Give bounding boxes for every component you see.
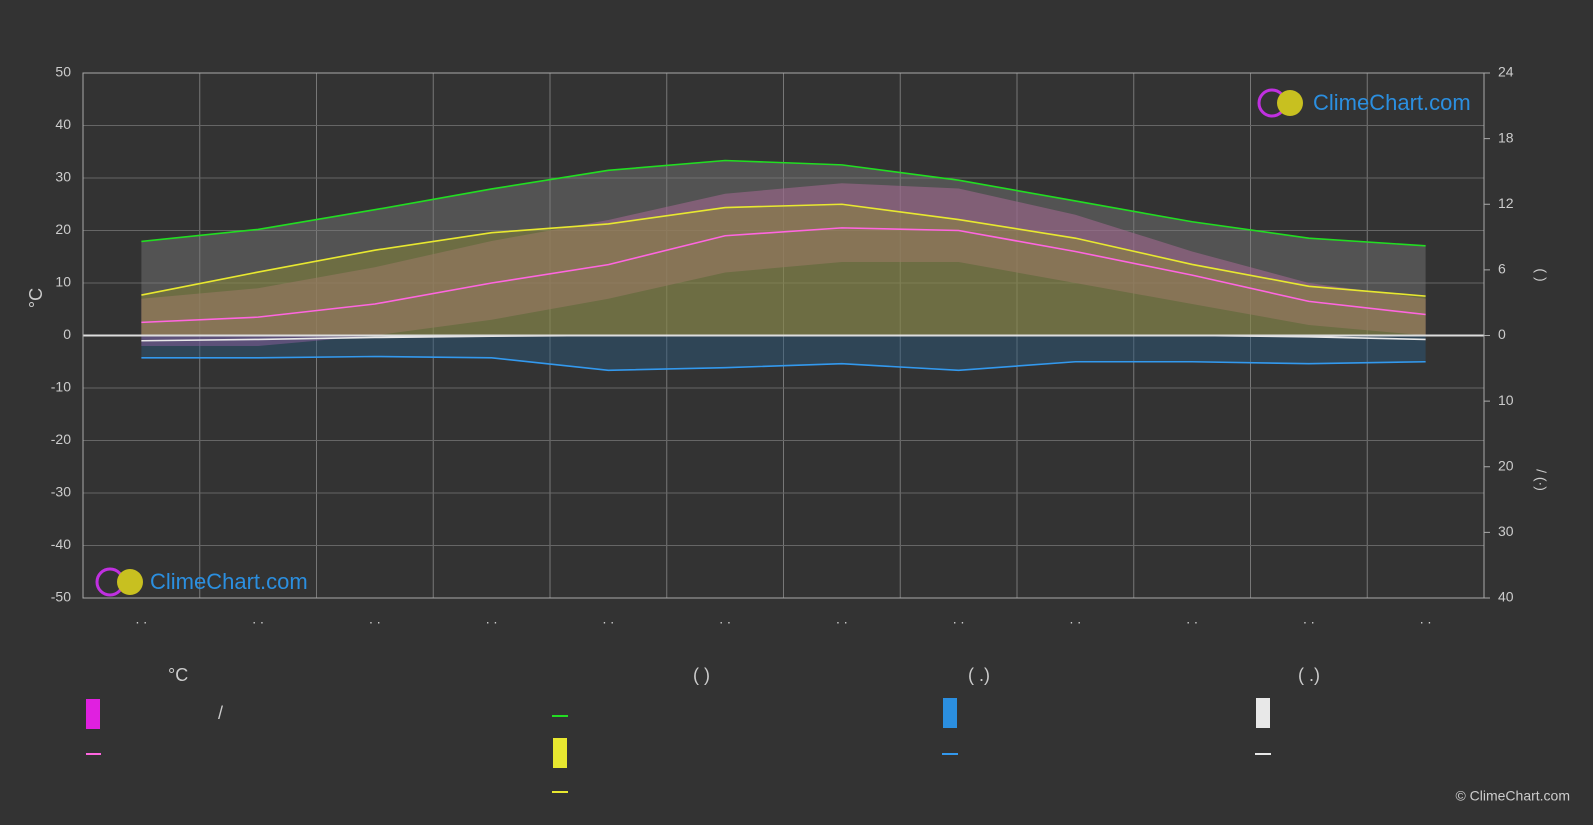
y-tick-label: -10: [51, 379, 71, 395]
x-tick-label: . .: [136, 611, 148, 627]
legend-header: ( ): [693, 665, 710, 685]
logo-text: ClimeChart.com: [150, 569, 308, 594]
y2-tick-label: 12: [1498, 195, 1514, 211]
line: [141, 227, 1426, 324]
y2-tick-label: 6: [1498, 261, 1506, 277]
y-tick-label: -40: [51, 536, 71, 552]
copyright: © ClimeChart.com: [1455, 788, 1570, 804]
x-tick-label: . .: [1186, 611, 1198, 627]
temperature-range: [141, 183, 1426, 346]
y-tick-label: 50: [55, 64, 71, 80]
x-tick-label: . .: [953, 611, 965, 627]
y-tick-label: 30: [55, 169, 71, 185]
y2-axis-label: ( ): [1533, 268, 1549, 281]
y-tick-label: 0: [63, 326, 71, 342]
logo-icon: [117, 569, 143, 595]
logo-text: ClimeChart.com: [1313, 90, 1471, 115]
x-tick-label: . .: [603, 611, 615, 627]
y-tick-label: 10: [55, 274, 71, 290]
y3-tick-label: 10: [1498, 392, 1514, 408]
line: [141, 355, 1426, 372]
legend-swatch: [553, 738, 567, 768]
logo-bottom: ClimeChart.com: [95, 567, 308, 597]
area: [141, 160, 1426, 336]
x-tick-label: . .: [1420, 611, 1432, 627]
y3-axis-label: / (·): [1533, 469, 1549, 491]
y2-tick-label: 0: [1498, 326, 1506, 342]
legend-swatch: [943, 698, 957, 728]
y3-tick-label: 30: [1498, 523, 1514, 539]
y-axis-label: °C: [26, 288, 46, 308]
logo-top: ClimeChart.com: [1257, 88, 1471, 118]
plot-border: [82, 72, 1485, 599]
x-tick-label: . .: [369, 611, 381, 627]
line: [141, 159, 1426, 247]
x-tick-label: . .: [1303, 611, 1315, 627]
y-tick-label: -30: [51, 484, 71, 500]
y2-tick-label: 18: [1498, 129, 1514, 145]
logo-icon: [1277, 90, 1303, 116]
x-tick-label: . .: [252, 611, 264, 627]
plot-area: -50 -40 -30 -20 -10 0 10 20 30 40 50 0 6 12 18 24 10 20 30…: [51, 64, 1514, 627]
y3-tick-label: 20: [1498, 457, 1514, 473]
x-tick-label: . .: [486, 611, 498, 627]
legend-swatch: [1256, 698, 1270, 728]
legend-header: ( .): [1298, 665, 1320, 685]
y-tick-label: -50: [51, 589, 71, 605]
legend-header: °C: [168, 665, 188, 685]
legend-swatch: [86, 699, 100, 729]
y-tick-label: -20: [51, 431, 71, 447]
y-tick-label: 40: [55, 116, 71, 132]
line: [141, 203, 1426, 297]
x-tick-label: . .: [719, 611, 731, 627]
y2-tick-label: 24: [1498, 64, 1514, 80]
legend-header: ( .): [968, 665, 990, 685]
y-tick-label: 20: [55, 221, 71, 237]
legend-text: /: [218, 703, 223, 723]
x-tick-label: . .: [836, 611, 848, 627]
x-tick-label: . .: [1070, 611, 1082, 627]
legend: °C ( ) ( .) ( .) /: [86, 665, 1320, 793]
y3-tick-label: 40: [1498, 589, 1514, 605]
